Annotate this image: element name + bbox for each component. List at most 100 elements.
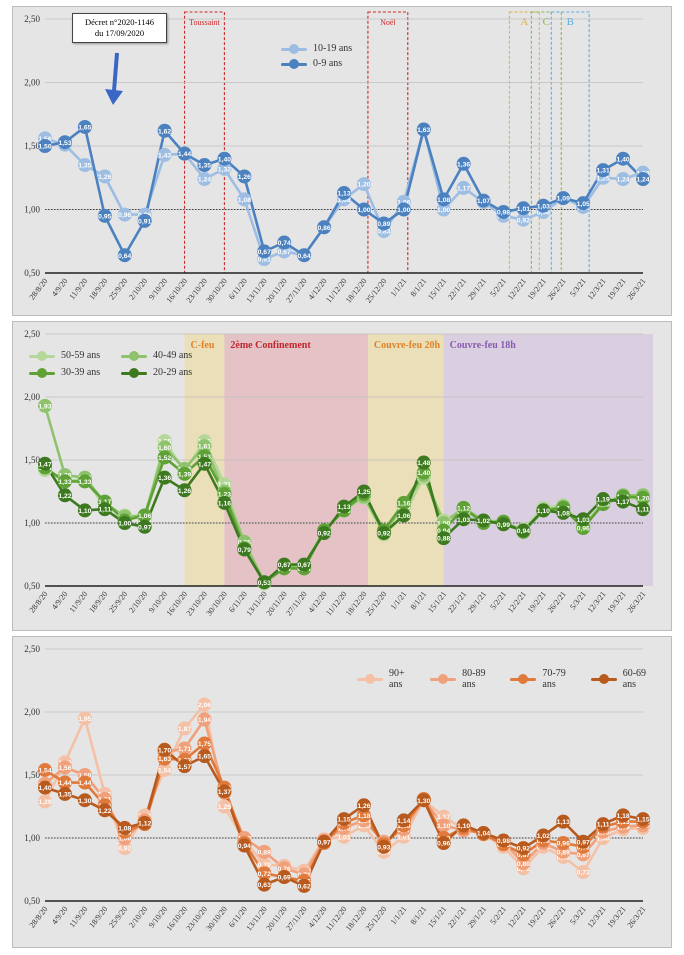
x-tick-label: 22/1/21 — [446, 905, 468, 930]
legend-label: 70-79 ans — [542, 667, 566, 690]
data-point — [416, 122, 431, 137]
data-label: 1,40 — [616, 156, 629, 163]
data-label: 1,06 — [138, 513, 151, 520]
x-tick-label: 15/1/21 — [426, 905, 448, 930]
legend-adults: 50-59 ans 40-49 ans 30-39 ans 20-29 ans — [29, 348, 213, 380]
y-tick-label: 2,00 — [24, 78, 40, 88]
data-point — [516, 841, 531, 856]
data-label: 0,93 — [377, 844, 390, 851]
data-label: 1,23 — [218, 492, 231, 499]
data-point — [636, 812, 650, 827]
y-tick-label: 2,50 — [24, 644, 40, 654]
period-label: B — [567, 16, 574, 28]
data-point — [77, 793, 92, 808]
legend-item: 40-49 ans — [121, 348, 199, 363]
data-point — [317, 526, 332, 541]
x-tick-label: 26/3/21 — [625, 590, 647, 615]
data-point — [157, 450, 172, 465]
data-label: 1,44 — [178, 151, 191, 158]
data-point — [436, 531, 451, 546]
data-label: 1,63 — [417, 127, 430, 134]
x-tick-label: 30/10/20 — [204, 905, 229, 933]
data-point — [456, 818, 471, 833]
data-point — [177, 146, 192, 161]
data-label: 1,30 — [417, 798, 430, 805]
x-tick-label: 2/10/20 — [127, 905, 149, 930]
x-tick-label: 19/2/21 — [526, 905, 548, 930]
legend-item: 30-39 ans — [29, 365, 107, 380]
data-point — [157, 123, 172, 138]
data-label: 1,08 — [337, 197, 350, 204]
data-point — [77, 775, 92, 790]
x-tick-label: 1/1/21 — [389, 277, 409, 299]
x-tick-label: 26/3/21 — [625, 905, 647, 930]
data-label: 0,94 — [238, 843, 251, 850]
data-label: 1,01 — [337, 834, 350, 841]
data-point — [38, 794, 52, 809]
data-point — [117, 207, 132, 222]
data-label: 0,88 — [437, 536, 450, 543]
x-tick-label: 30/10/20 — [204, 590, 229, 618]
data-point — [396, 202, 411, 217]
data-label: 1,09 — [557, 196, 570, 203]
x-tick-label: 12/3/21 — [586, 905, 608, 930]
period-label: C — [543, 16, 550, 28]
data-label: 0,96 — [577, 526, 590, 533]
x-tick-label: 12/2/21 — [506, 905, 528, 930]
x-tick-label: 26/3/21 — [625, 277, 647, 302]
data-label: 1,19 — [597, 497, 610, 504]
data-label: 1,16 — [397, 500, 410, 507]
data-point — [476, 193, 491, 208]
data-point — [317, 220, 332, 235]
data-label: 1,36 — [457, 161, 470, 168]
period-label: C-feu — [191, 340, 215, 351]
data-point — [636, 172, 650, 187]
data-label: 1,26 — [357, 803, 370, 810]
x-tick-label: 25/9/20 — [107, 905, 129, 930]
data-point — [596, 817, 611, 832]
data-label: 1,03 — [537, 203, 550, 210]
data-label: 1,47 — [198, 461, 211, 468]
data-point — [217, 161, 232, 176]
x-tick-label: 29/1/21 — [466, 905, 488, 930]
data-point — [97, 502, 112, 517]
data-point — [596, 492, 611, 507]
data-label: 0,92 — [118, 846, 131, 853]
x-tick-label: 18/9/20 — [87, 277, 109, 302]
data-label: 1,10 — [537, 508, 550, 515]
data-label: 0,86 — [317, 225, 330, 232]
data-label: 0,89 — [258, 849, 271, 856]
data-label: 0,53 — [258, 580, 271, 587]
data-point — [197, 749, 212, 764]
data-label: 0,61 — [258, 257, 271, 264]
legend-item: 50-59 ans — [29, 348, 107, 363]
data-label: 1,14 — [397, 818, 410, 825]
legend-item: 20-29 ans — [121, 365, 199, 380]
data-label: 1,43 — [158, 152, 171, 159]
data-label: 0,97 — [138, 524, 151, 531]
x-tick-label: 25/9/20 — [107, 590, 129, 615]
data-point — [556, 814, 571, 829]
x-tick-label: 22/1/21 — [446, 277, 468, 302]
data-label: 1,02 — [537, 833, 550, 840]
data-label: 1,30 — [78, 798, 91, 805]
data-point — [77, 158, 92, 173]
decree-line-1: Décret n°2020-1146 — [85, 17, 154, 27]
y-tick-label: 1,50 — [24, 141, 40, 151]
data-label: 1,06 — [397, 513, 410, 520]
legend-swatch — [121, 350, 147, 361]
data-label: 1,54 — [38, 768, 51, 775]
x-tick-label: 2/10/20 — [127, 590, 149, 615]
data-label: 1,32 — [218, 166, 231, 173]
data-point — [396, 495, 411, 510]
x-tick-label: 22/1/21 — [446, 590, 468, 615]
data-label: 1,11 — [597, 822, 610, 829]
data-point — [117, 841, 132, 856]
data-point — [356, 808, 371, 823]
data-point — [277, 870, 292, 885]
data-label: 1,17 — [616, 499, 629, 506]
data-label: 0,67 — [278, 249, 291, 256]
data-label: 1,26 — [178, 488, 191, 495]
data-label: 1,70 — [158, 747, 171, 754]
data-label: 1,36 — [158, 475, 171, 482]
